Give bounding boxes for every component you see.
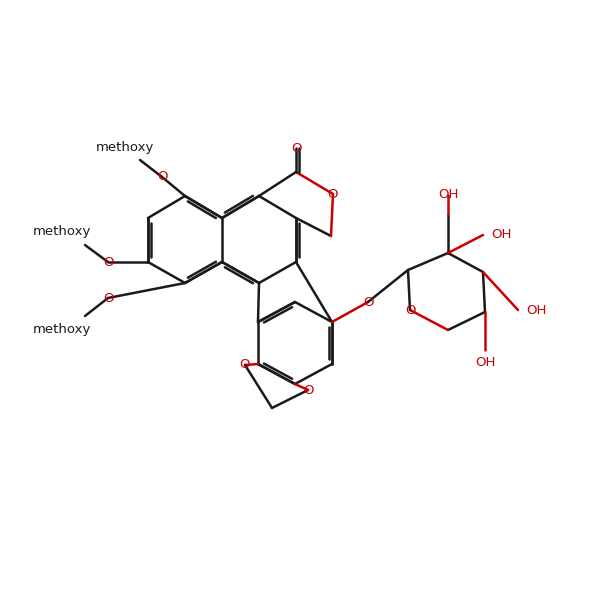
Text: OH: OH xyxy=(491,229,511,241)
Text: O: O xyxy=(328,187,338,200)
Text: O: O xyxy=(240,358,250,371)
Text: methoxy: methoxy xyxy=(33,323,91,337)
Text: OH: OH xyxy=(438,188,458,202)
Text: O: O xyxy=(303,383,313,397)
Text: O: O xyxy=(103,256,113,269)
Text: OH: OH xyxy=(475,355,495,368)
Text: methoxy: methoxy xyxy=(33,226,91,238)
Text: O: O xyxy=(157,170,167,184)
Text: O: O xyxy=(363,295,373,308)
Text: O: O xyxy=(291,142,301,154)
Text: OH: OH xyxy=(526,304,547,317)
Text: O: O xyxy=(103,292,113,304)
Text: O: O xyxy=(405,304,415,317)
Text: methoxy: methoxy xyxy=(96,140,154,154)
